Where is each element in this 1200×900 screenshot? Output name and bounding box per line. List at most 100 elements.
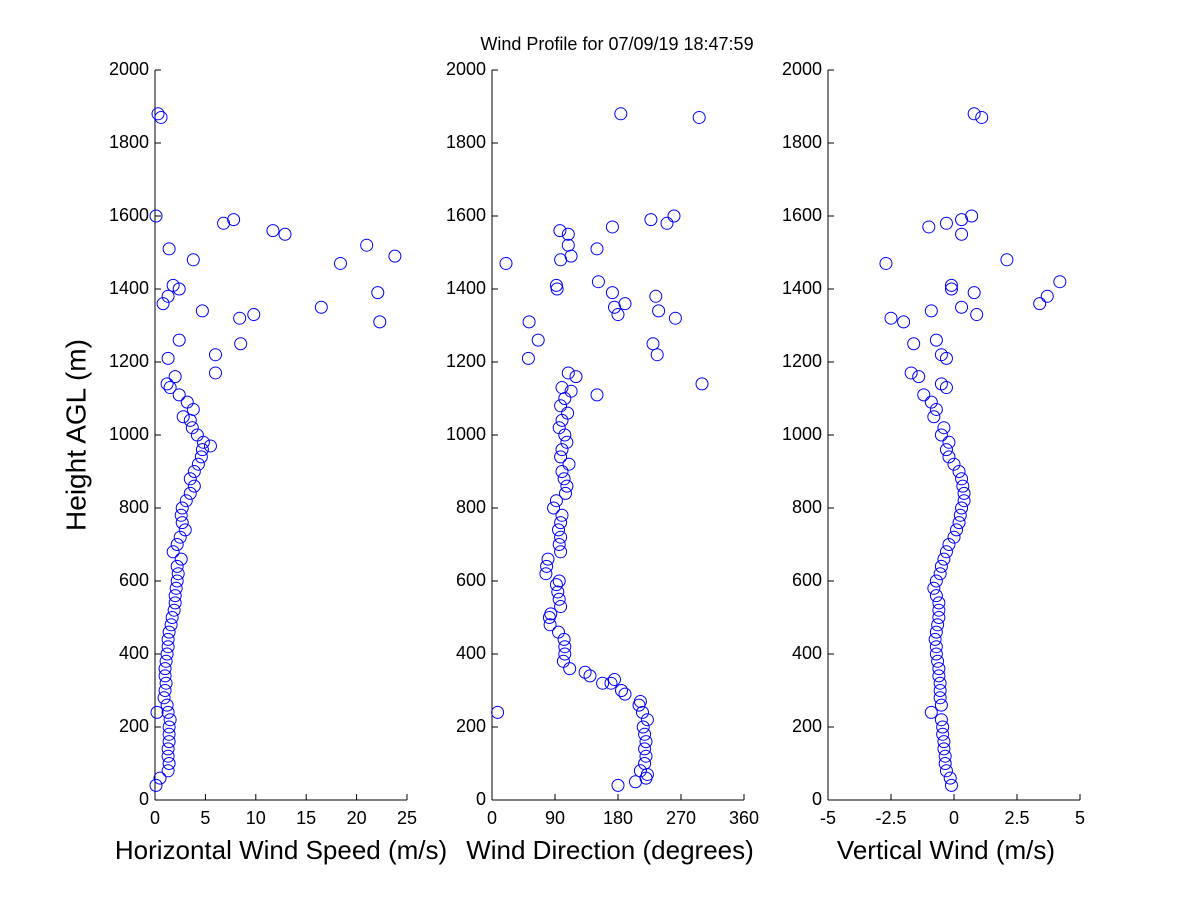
point: [924, 304, 938, 318]
point: [554, 399, 568, 413]
y-tick-label: 200: [119, 716, 149, 736]
point: [934, 713, 948, 727]
point: [151, 107, 165, 121]
point: [636, 720, 650, 734]
point: [605, 220, 619, 234]
point: [957, 486, 971, 500]
point: [234, 337, 248, 351]
point: [491, 705, 505, 719]
point: [549, 578, 563, 592]
point: [531, 333, 545, 347]
point: [178, 523, 192, 537]
point: [558, 392, 572, 405]
point: [186, 402, 200, 416]
point: [162, 727, 176, 741]
point: [162, 720, 176, 734]
point: [955, 213, 969, 227]
point: [944, 778, 958, 792]
y-tick-label: 2000: [109, 59, 149, 79]
y-tick-label: 1400: [782, 278, 822, 298]
point: [967, 286, 981, 300]
x-tick-label: 90: [545, 808, 565, 828]
point: [167, 603, 181, 617]
point: [373, 315, 387, 329]
point: [195, 304, 209, 318]
point: [950, 523, 964, 537]
point: [879, 256, 893, 270]
point: [163, 381, 177, 395]
y-tick-label: 1400: [446, 278, 486, 298]
x-axis-label: Wind Direction (degrees): [466, 835, 754, 865]
point: [160, 698, 174, 712]
y-tick-label: 0: [476, 789, 486, 809]
point: [559, 486, 572, 500]
point: [944, 278, 958, 292]
point: [975, 110, 989, 124]
point: [522, 315, 536, 329]
point: [540, 559, 554, 573]
y-tick-label: 400: [119, 643, 149, 663]
point: [544, 607, 558, 621]
point: [173, 530, 187, 544]
y-tick-label: 1800: [782, 132, 822, 152]
point: [560, 435, 574, 449]
point: [569, 370, 583, 384]
point: [158, 662, 172, 676]
point: [166, 545, 180, 559]
point: [541, 552, 555, 566]
point: [939, 764, 953, 778]
point: [552, 421, 566, 435]
point: [965, 209, 979, 223]
point: [937, 742, 951, 756]
point: [932, 611, 946, 624]
point: [175, 501, 189, 515]
point: [933, 691, 947, 705]
point: [547, 501, 561, 515]
point: [208, 348, 222, 362]
point: [904, 366, 918, 380]
chart-title: Wind Profile for 07/09/19 18:47:59: [480, 34, 753, 54]
point: [917, 388, 931, 402]
point: [937, 735, 951, 749]
point: [938, 749, 952, 763]
y-tick-label: 0: [139, 789, 149, 809]
point: [952, 516, 966, 530]
y-tick-label: 600: [119, 570, 149, 590]
point: [183, 472, 197, 486]
point: [161, 632, 175, 646]
point: [170, 574, 184, 588]
x-tick-label: 270: [666, 808, 696, 828]
point: [953, 508, 967, 522]
point: [955, 501, 969, 515]
y-tick-label: 600: [792, 570, 822, 590]
point: [187, 465, 201, 478]
x-tick-label: 20: [347, 808, 367, 828]
point: [604, 676, 618, 690]
point: [929, 625, 943, 639]
point: [149, 209, 163, 223]
y-tick-label: 1200: [782, 351, 822, 371]
point: [605, 286, 619, 300]
point: [591, 275, 605, 289]
point: [156, 297, 170, 311]
point: [196, 435, 210, 449]
point: [553, 224, 567, 238]
point: [543, 618, 557, 632]
x-tick-label: 25: [397, 808, 417, 828]
point: [161, 705, 175, 719]
point: [552, 538, 566, 551]
point: [636, 705, 649, 719]
point: [172, 388, 186, 402]
point: [183, 413, 197, 427]
point: [938, 757, 952, 770]
point: [912, 370, 926, 384]
point: [618, 297, 632, 311]
point: [932, 662, 946, 676]
point: [558, 640, 572, 654]
x-tick-label: 0: [487, 808, 497, 828]
y-tick-label: 1600: [446, 205, 486, 225]
point: [929, 647, 943, 661]
point: [161, 764, 175, 778]
point: [934, 698, 948, 712]
point: [174, 552, 188, 566]
